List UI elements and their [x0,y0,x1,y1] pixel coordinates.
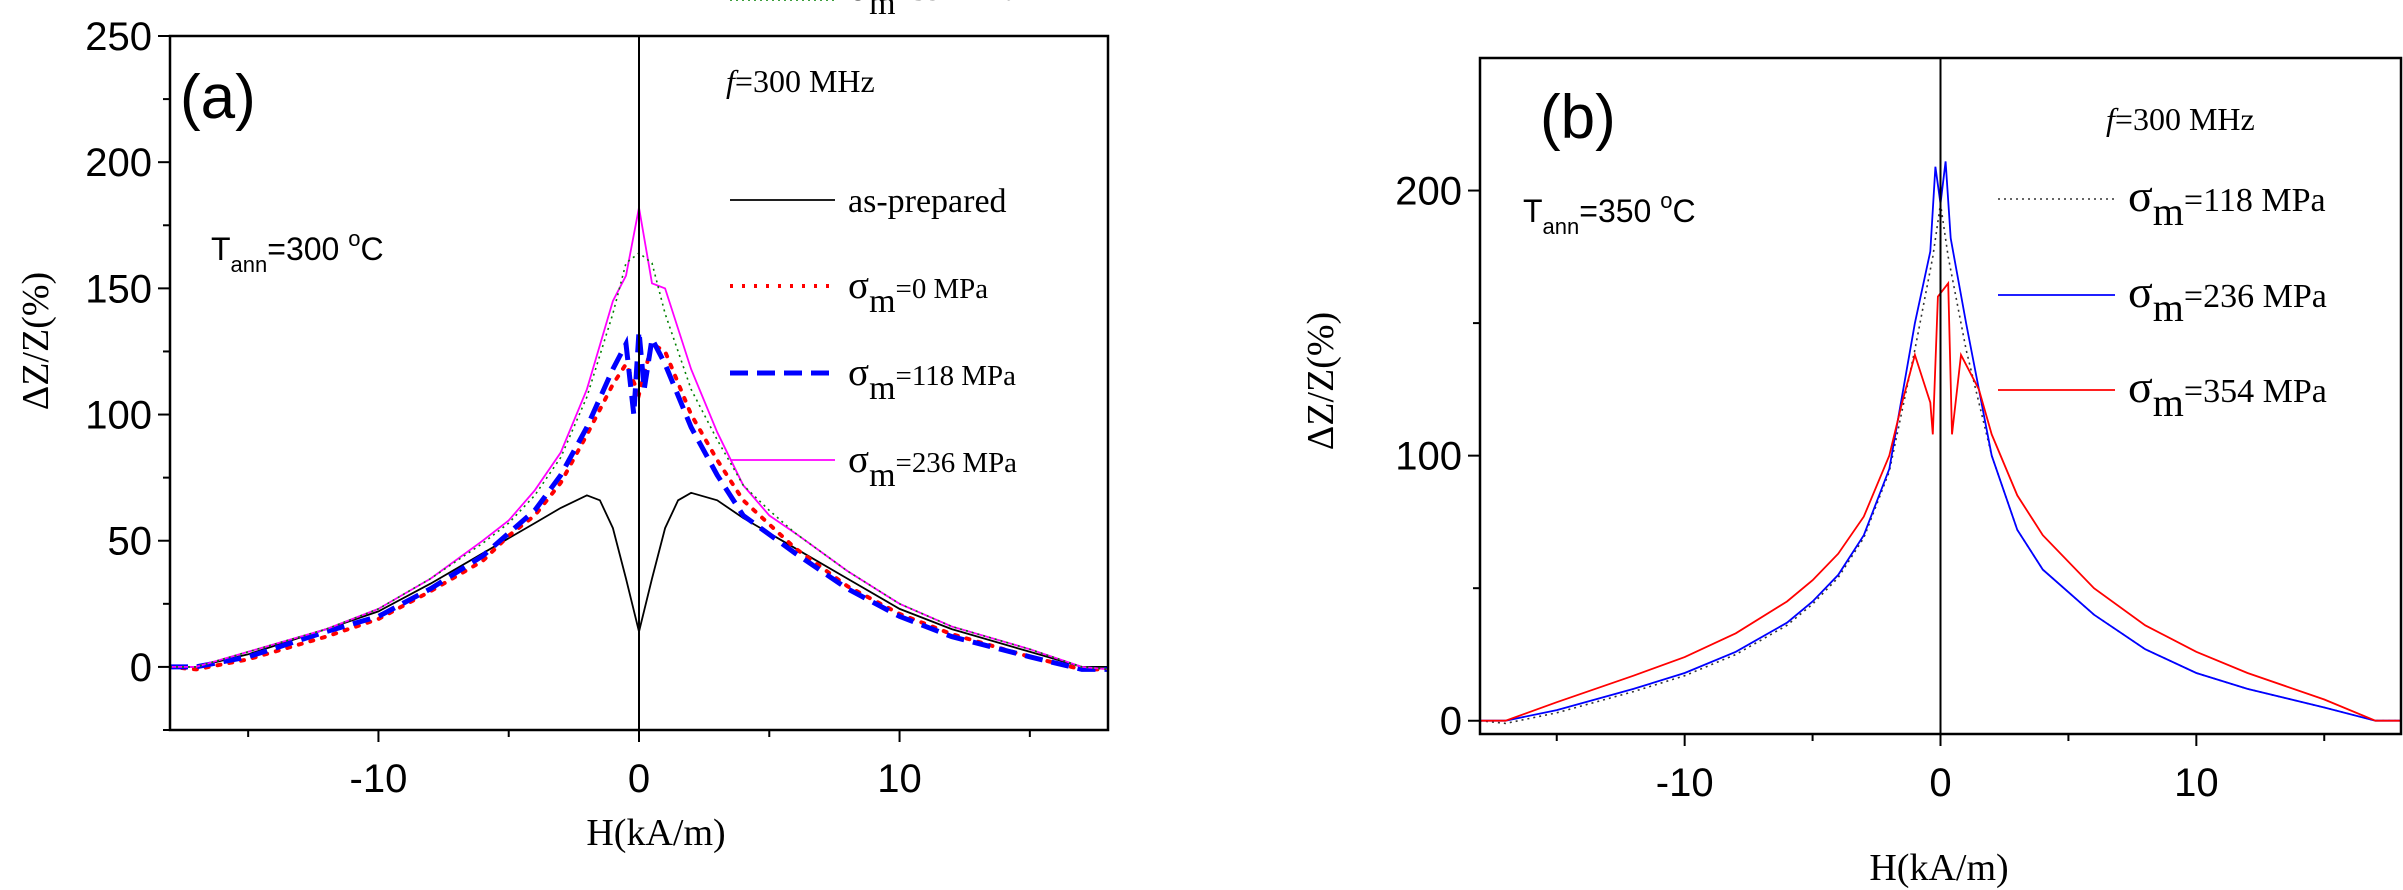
y-tick-label: 0 [1440,700,1462,744]
x-tick-label: 10 [2174,761,2219,805]
legend-value: =118 MPa [2184,182,2326,219]
legend-label-0: as-prepared [848,183,1007,220]
y-tick-label: 200 [85,141,152,185]
sigma-subscript: m [869,370,895,407]
sigma-subscript: m [2153,380,2184,425]
sigma-subscript: m [869,283,895,320]
legend-label-0: σm=118 MPa [2128,170,2326,234]
y-tick-label: 100 [1395,435,1462,479]
annealing-temp-annotation: Tann=300 oC [211,226,384,277]
y-tick-label: 150 [85,267,152,311]
y-axis-label: ΔZ/Z(%) [1300,312,1342,450]
sigma-symbol: σ [2128,170,2153,221]
sigma-symbol: σ [2128,361,2153,412]
x-tick-label: -10 [1656,761,1714,805]
legend-label-4: σm=354 MPa [848,0,1017,22]
sigma-subscript: m [2153,189,2184,234]
sigma-symbol: σ [848,0,869,9]
annealing-temp-annotation: Tann=350 oC [1523,188,1696,239]
panel-label: (a) [180,63,256,132]
sigma-symbol: σ [2128,266,2153,317]
sigma-symbol: σ [848,438,869,481]
sigma-symbol: σ [848,351,869,394]
series-line-2 [170,330,1108,672]
frequency-label: f=300 MHz [726,63,875,99]
legend-label-1: σm=0 MPa [848,264,988,320]
legend-label-3: σm=236 MPa [848,438,1017,494]
y-tick-label: 200 [1395,170,1462,214]
y-tick-label: 0 [130,646,152,690]
legend-label-2: σm=354 MPa [2128,361,2327,425]
legend-value: =354 MPa [2184,373,2327,410]
x-tick-label: 10 [877,757,922,801]
legend-label-2: σm=118 MPa [848,351,1016,407]
x-tick-label: 0 [628,757,650,801]
sigma-subscript: m [869,457,895,494]
legend-label-1: σm=236 MPa [2128,266,2327,330]
x-axis-label: H(kA/m) [1869,847,2008,889]
panel-label: (b) [1540,83,1616,152]
y-tick-label: 250 [85,15,152,59]
sigma-subscript: m [2153,285,2184,330]
x-axis-label: H(kA/m) [586,812,725,854]
legend-value: =354 MPa [896,0,1018,7]
sigma-symbol: σ [848,264,869,307]
x-tick-label: 0 [1929,761,1951,805]
y-axis-label: ΔZ/Z(%) [15,272,57,410]
legend-value: =0 MPa [896,273,989,305]
frequency-label: f=300 MHz [2106,101,2255,137]
sigma-subscript: m [869,0,895,22]
legend-value: =236 MPa [896,447,1018,479]
legend-value: =118 MPa [896,360,1017,392]
x-tick-label: -10 [350,757,408,801]
series-line-2 [1480,280,2401,722]
series-group [1480,161,2401,725]
series-line-1 [170,340,1108,672]
legend-value: =236 MPa [2184,278,2327,315]
y-tick-label: 50 [108,520,153,564]
series-line-1 [1480,161,2401,722]
y-tick-label: 100 [85,394,152,438]
